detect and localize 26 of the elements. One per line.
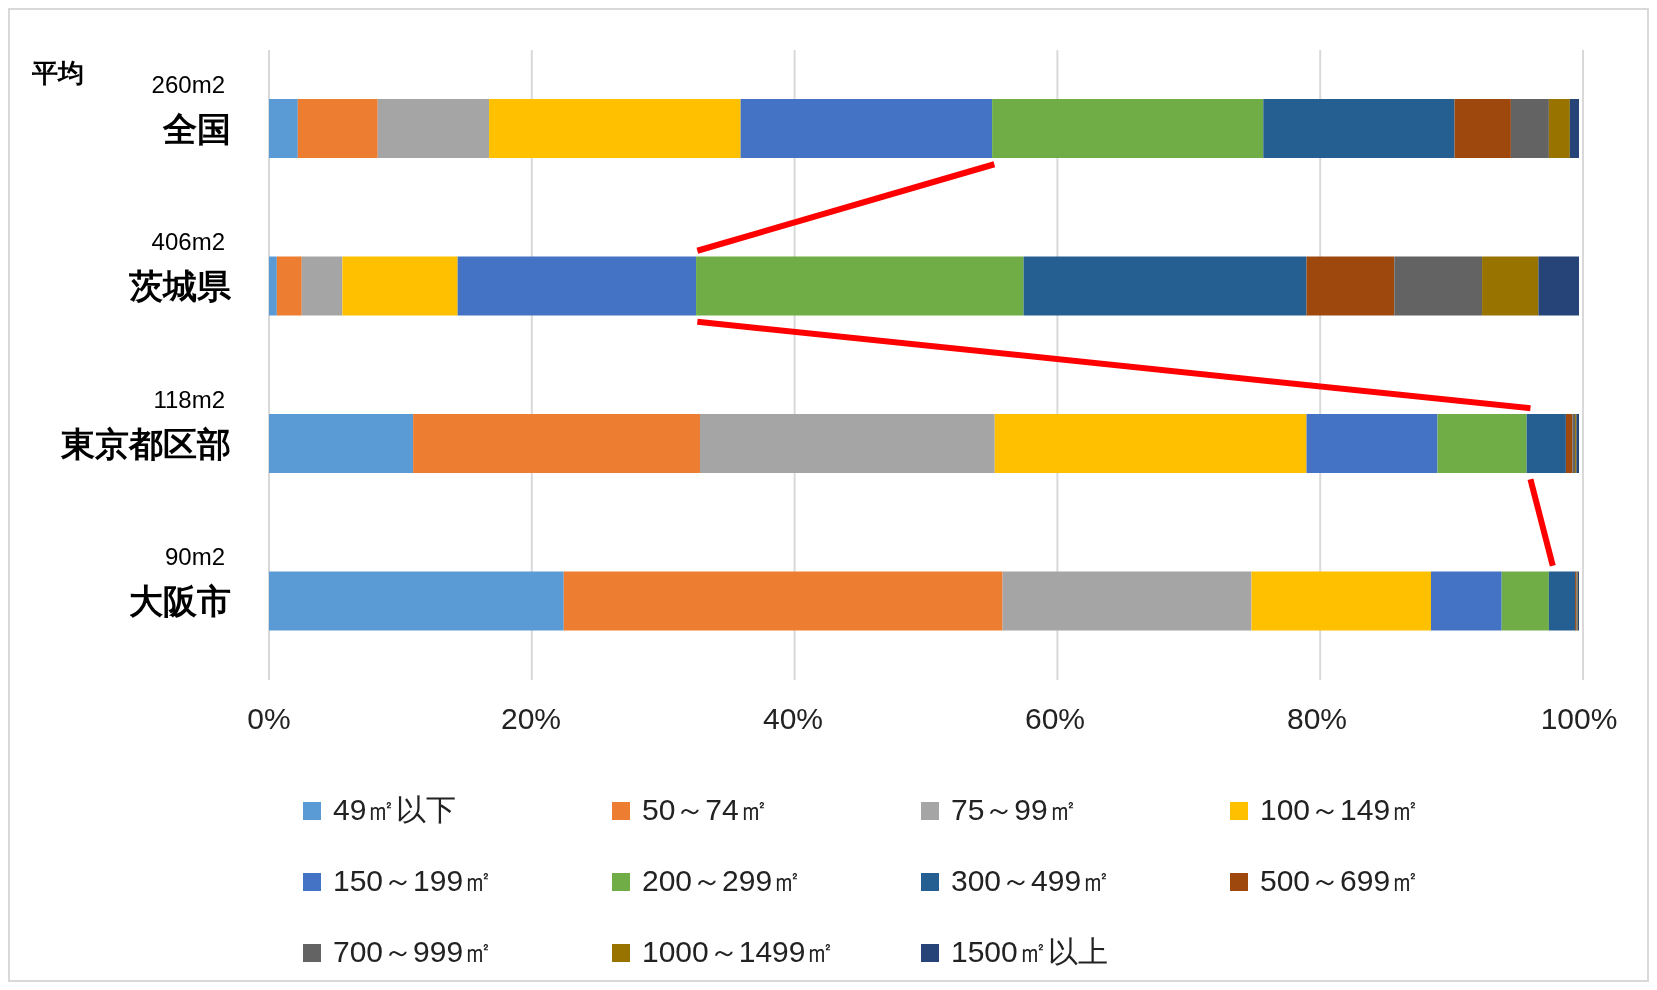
legend-label: 1000～1499㎡ [641, 934, 837, 970]
y-tick-label: 全国 [162, 109, 231, 148]
x-tick-label: 80% [1286, 702, 1348, 736]
y-tick-label: 東京都区部 [60, 424, 231, 463]
x-tick-label: 100% [1540, 702, 1618, 736]
text: 406m2 [151, 228, 225, 256]
legend-label: 700～999㎡ [332, 934, 495, 970]
legend-label: 150～199㎡ [332, 863, 495, 899]
y-tick-label: 茨城県 [128, 267, 232, 306]
y-tick-label: 大阪市 [129, 582, 231, 621]
x-tick-label: 60% [1024, 702, 1086, 736]
text: 平均 [32, 57, 84, 90]
legend-label: 1500㎡以上 [950, 934, 1109, 970]
legend-label: 500～699㎡ [1259, 863, 1422, 899]
text: 90m2 [164, 543, 225, 571]
legend-label: 300～499㎡ [950, 863, 1113, 899]
x-tick-label: 40% [762, 702, 824, 736]
legend-label: 100～149㎡ [1259, 792, 1422, 828]
text: 260m2 [151, 70, 225, 98]
x-tick-label: 0% [247, 702, 291, 736]
legend-label: 200～299㎡ [641, 863, 804, 899]
x-tick-label: 20% [500, 702, 562, 736]
legend-label: 75～99㎡ [950, 792, 1079, 828]
legend-label: 50～74㎡ [641, 792, 770, 828]
legend-label: 49㎡以下 [332, 792, 458, 828]
text: 118m2 [153, 385, 225, 413]
